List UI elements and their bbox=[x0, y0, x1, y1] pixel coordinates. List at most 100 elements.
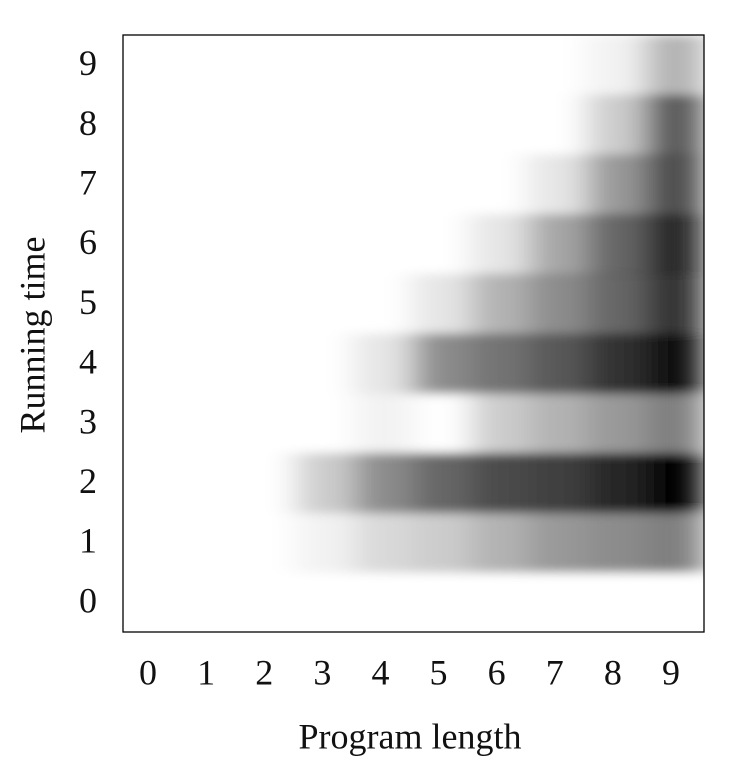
heatmap-cell bbox=[413, 273, 473, 334]
heatmap-cell bbox=[587, 273, 647, 334]
heatmap-cell bbox=[355, 333, 414, 394]
heatmap-cell bbox=[355, 214, 414, 274]
heatmap-cell bbox=[181, 453, 240, 513]
heatmap-cells bbox=[123, 35, 705, 632]
x-axis-title: Program length bbox=[299, 716, 522, 756]
heatmap-cell bbox=[472, 572, 531, 632]
heatmap-cell bbox=[587, 333, 647, 394]
heatmap-cell bbox=[297, 274, 356, 334]
heatmap-cell bbox=[414, 35, 473, 95]
heatmap-cell bbox=[355, 572, 414, 632]
heatmap-cell bbox=[181, 334, 240, 394]
heatmap-cell bbox=[123, 274, 182, 334]
heatmap-cell bbox=[181, 154, 240, 214]
x-tick-label: 2 bbox=[255, 652, 273, 692]
heatmap-cell bbox=[529, 214, 589, 275]
heatmap-cell bbox=[529, 333, 589, 394]
heatmap-cell bbox=[587, 154, 647, 215]
heatmap-cell bbox=[181, 95, 240, 155]
heatmap-cell bbox=[587, 512, 647, 573]
y-tick-label: 7 bbox=[79, 163, 97, 203]
heatmap-cell bbox=[239, 35, 298, 95]
y-tick-label: 4 bbox=[79, 342, 97, 382]
heatmap-cell bbox=[471, 333, 531, 394]
heatmap-cell bbox=[123, 214, 182, 274]
heatmap-cell bbox=[181, 572, 240, 632]
heatmap-cell bbox=[297, 512, 356, 573]
plot-frame bbox=[122, 34, 705, 633]
heatmap-cell bbox=[297, 214, 356, 274]
heatmap-cell bbox=[529, 154, 589, 215]
heatmap-cell bbox=[355, 512, 414, 573]
y-tick-label: 2 bbox=[79, 461, 97, 501]
x-tick-label: 1 bbox=[197, 652, 215, 692]
heatmap-cell bbox=[239, 154, 298, 214]
heatmap-cell bbox=[297, 154, 356, 214]
heatmap-cell bbox=[530, 35, 589, 95]
heatmap-cell bbox=[646, 572, 705, 632]
x-tick-label: 0 bbox=[139, 652, 157, 692]
heatmap-cell bbox=[181, 35, 240, 95]
heatmap-cell bbox=[239, 214, 298, 274]
heatmap-cell bbox=[239, 274, 298, 334]
heatmap-cell bbox=[297, 393, 356, 453]
heatmap-cell bbox=[414, 95, 473, 155]
heatmap-cell bbox=[645, 512, 704, 573]
heatmap-cell bbox=[297, 95, 356, 155]
heatmap-cell bbox=[530, 572, 589, 632]
x-tick-label: 6 bbox=[488, 652, 506, 692]
heatmap-cell bbox=[123, 95, 182, 155]
heatmap-cell bbox=[414, 393, 473, 453]
heatmap-cell bbox=[239, 334, 298, 394]
heatmap-cell bbox=[297, 452, 356, 514]
heatmap-cell bbox=[123, 393, 182, 453]
heatmap-cell bbox=[587, 214, 647, 275]
heatmap-cell bbox=[414, 214, 473, 274]
heatmap-cell bbox=[529, 273, 589, 334]
heatmap-cell bbox=[355, 274, 414, 334]
heatmap-cell bbox=[123, 334, 182, 394]
x-tick-label: 4 bbox=[371, 652, 389, 692]
heatmap-cell bbox=[123, 154, 182, 214]
y-tick-label: 6 bbox=[79, 222, 97, 262]
heatmap-cell bbox=[471, 452, 531, 514]
heatmap-cell bbox=[472, 95, 531, 155]
heatmap-cell bbox=[530, 95, 589, 155]
heatmap-cell bbox=[181, 274, 240, 334]
heatmap-cell bbox=[529, 512, 589, 573]
heatmap-cell bbox=[645, 214, 704, 275]
heatmap-cell bbox=[529, 452, 589, 514]
heatmap-cell bbox=[239, 393, 298, 453]
heatmap-cell bbox=[587, 393, 647, 454]
heatmap-cell bbox=[471, 512, 531, 573]
heatmap-cell bbox=[297, 572, 356, 632]
heatmap-cell bbox=[181, 393, 240, 453]
heatmap-cell bbox=[645, 94, 704, 155]
heatmap-cell bbox=[123, 513, 182, 573]
x-tick-label: 7 bbox=[546, 652, 564, 692]
heatmap-cell bbox=[355, 95, 414, 155]
heatmap-cell bbox=[414, 572, 473, 632]
heatmap-cell bbox=[355, 452, 414, 514]
y-tick-label: 9 bbox=[79, 43, 97, 83]
heatmap-cell bbox=[645, 452, 704, 514]
y-tick-label: 1 bbox=[79, 521, 97, 561]
heatmap-cell bbox=[645, 35, 704, 96]
y-tick-label: 5 bbox=[79, 282, 97, 322]
heatmap-cell bbox=[181, 513, 240, 573]
heatmap-cell bbox=[529, 393, 589, 454]
heatmap-cell bbox=[645, 154, 704, 215]
heatmap-cell bbox=[123, 572, 182, 632]
heatmap-cell bbox=[355, 154, 414, 214]
heatmap-cell bbox=[472, 35, 531, 95]
heatmap-cell bbox=[239, 453, 298, 513]
heatmap-cell bbox=[588, 572, 647, 632]
heatmap-cell bbox=[239, 513, 298, 573]
heatmap-cell bbox=[587, 35, 647, 96]
heatmap-cell bbox=[471, 214, 531, 275]
heatmap-cell bbox=[181, 214, 240, 274]
x-tick-label: 5 bbox=[430, 652, 448, 692]
heatmap-cell bbox=[355, 393, 414, 454]
heatmap-cell bbox=[297, 334, 356, 394]
